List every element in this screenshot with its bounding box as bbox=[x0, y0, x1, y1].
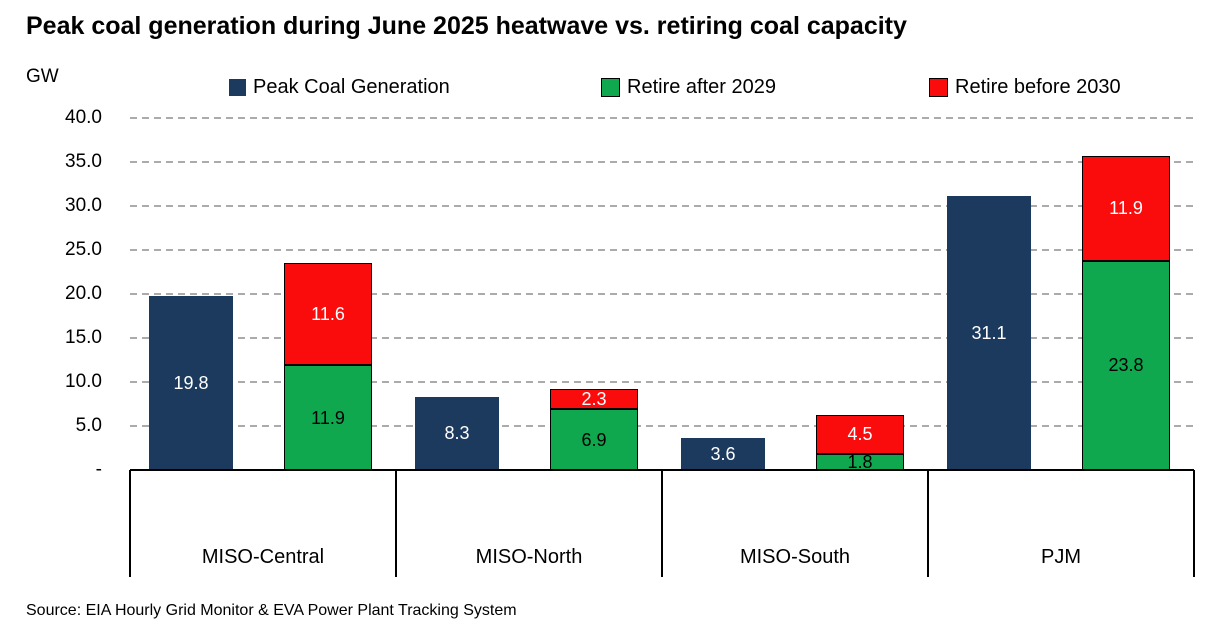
category-axis-label: MISO-North bbox=[475, 546, 583, 568]
gridline bbox=[130, 425, 1194, 427]
chart-title: Peak coal generation during June 2025 he… bbox=[26, 12, 907, 40]
y-axis-tick-label: 5.0 bbox=[75, 415, 102, 436]
y-axis-tick-label: 40.0 bbox=[65, 107, 102, 128]
category-axis-label: MISO-Central bbox=[201, 546, 325, 568]
category-divider-line bbox=[1193, 470, 1195, 577]
gridline bbox=[130, 293, 1194, 295]
gridline bbox=[130, 249, 1194, 251]
category-divider-line bbox=[395, 470, 397, 577]
bar-value-label: 23.8 bbox=[1108, 355, 1144, 376]
legend-item-retire-after-2029: Retire after 2029 bbox=[601, 76, 776, 99]
bar-peak-coal-generation: 8.3 bbox=[415, 396, 499, 470]
legend-label: Retire after 2029 bbox=[627, 76, 776, 98]
gridline bbox=[130, 205, 1194, 207]
legend-swatch-peak-icon bbox=[229, 79, 246, 96]
bar-value-label: 3.6 bbox=[710, 444, 736, 465]
bar-value-label: 4.5 bbox=[847, 424, 873, 445]
legend-swatch-retire-after-icon bbox=[601, 78, 620, 97]
bar-retire-after-2029-segment: 23.8 bbox=[1082, 260, 1170, 470]
legend-label: Retire before 2030 bbox=[955, 76, 1121, 98]
bar-value-label: 11.9 bbox=[1109, 198, 1143, 219]
y-axis-unit-label: GW bbox=[26, 66, 59, 87]
bar-value-label: 11.9 bbox=[311, 407, 345, 428]
category-axis-label: MISO-South bbox=[739, 546, 851, 568]
legend-swatch-retire-before-icon bbox=[929, 78, 948, 97]
bar-retire-before-2030-segment: 11.6 bbox=[284, 263, 372, 366]
gridline bbox=[130, 161, 1194, 163]
source-note: Source: EIA Hourly Grid Monitor & EVA Po… bbox=[26, 602, 517, 619]
category-divider-line bbox=[927, 470, 929, 577]
y-axis-tick-label: 15.0 bbox=[65, 327, 102, 348]
y-axis-tick-label: - bbox=[95, 459, 102, 480]
bar-retire-before-2030-segment: 2.3 bbox=[550, 389, 638, 410]
bar-value-label: 8.3 bbox=[444, 423, 470, 444]
category-axis-label: PJM bbox=[1041, 546, 1081, 568]
bar-retire-after-2029-segment: 11.9 bbox=[284, 365, 372, 470]
bar-value-label: 19.8 bbox=[173, 372, 209, 393]
bar-value-label: 6.9 bbox=[581, 429, 607, 450]
bar-value-label: 2.3 bbox=[581, 389, 607, 410]
bar-retire-before-2030-segment: 11.9 bbox=[1082, 155, 1170, 261]
legend-label: Peak Coal Generation bbox=[253, 76, 450, 98]
bar-peak-coal-generation: 19.8 bbox=[149, 295, 233, 470]
bar-retire-before-2030-segment: 4.5 bbox=[816, 414, 904, 455]
legend-item-peak-coal-generation: Peak Coal Generation bbox=[229, 76, 450, 99]
gridline bbox=[130, 117, 1194, 119]
bar-peak-coal-generation: 31.1 bbox=[947, 196, 1031, 470]
y-axis-tick-label: 35.0 bbox=[65, 151, 102, 172]
category-divider-line bbox=[661, 470, 663, 577]
bar-value-label: 1.8 bbox=[847, 452, 873, 473]
y-axis-tick-label: 25.0 bbox=[65, 239, 102, 260]
legend-item-retire-before-2030: Retire before 2030 bbox=[929, 76, 1121, 99]
bar-retire-after-2029-segment: 6.9 bbox=[550, 409, 638, 470]
bar-retire-after-2029-segment: 1.8 bbox=[816, 452, 904, 473]
gridline bbox=[130, 381, 1194, 383]
y-axis-tick-label: 30.0 bbox=[65, 195, 102, 216]
y-axis-tick-label: 20.0 bbox=[65, 283, 102, 304]
y-axis-tick-label: 10.0 bbox=[65, 371, 102, 392]
gridline bbox=[130, 337, 1194, 339]
bar-peak-coal-generation: 3.6 bbox=[681, 438, 765, 470]
bar-value-label: 11.6 bbox=[311, 304, 345, 325]
category-divider-line bbox=[129, 470, 131, 577]
bar-value-label: 31.1 bbox=[971, 323, 1007, 344]
